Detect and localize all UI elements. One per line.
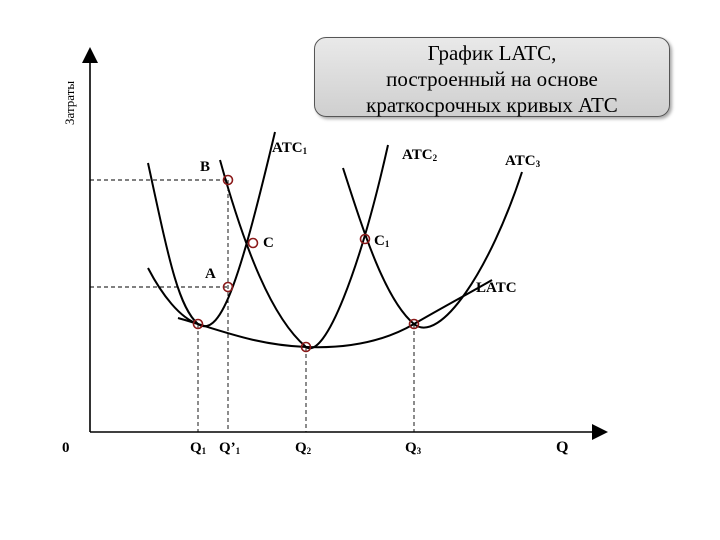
- marker-q3-tangency: [408, 318, 420, 330]
- point-a-label: A: [205, 266, 216, 282]
- point-b-label: B: [200, 159, 210, 175]
- atc2-label: ATC2: [402, 147, 438, 163]
- caption-line-2: построенный на основе: [386, 67, 598, 91]
- tick-q1: Q1: [190, 440, 207, 456]
- origin-label: 0: [62, 440, 70, 456]
- y-axis-title: Затраты: [62, 81, 77, 125]
- atc3-label: ATC3: [505, 153, 541, 169]
- x-axis-title: Q: [556, 439, 568, 456]
- caption-box: График LATC, построенный на основе кратк…: [314, 37, 670, 117]
- tick-q1-prime: Q’1: [219, 440, 241, 456]
- atc1-label: ATC1: [272, 140, 308, 156]
- latc-curve: [177, 279, 493, 349]
- marker-c: [247, 237, 259, 249]
- point-c1-label: C1: [374, 233, 390, 249]
- atc3-curve: [342, 167, 523, 329]
- marker-q1-tangency: [192, 318, 204, 330]
- caption-line-3: краткосрочных кривых ATC: [366, 93, 618, 117]
- latc-label: LATC: [476, 280, 517, 296]
- marker-q2-tangency: [300, 341, 312, 353]
- tick-q2: Q2: [295, 440, 312, 456]
- guide-lines: [90, 179, 415, 432]
- marker-c1: [359, 233, 371, 245]
- marker-b: [222, 174, 234, 186]
- point-markers: [192, 174, 420, 353]
- marker-a: [222, 281, 234, 293]
- tick-q3: Q3: [405, 440, 422, 456]
- caption-line-1: График LATC,: [427, 41, 557, 65]
- point-c-label: C: [263, 235, 274, 251]
